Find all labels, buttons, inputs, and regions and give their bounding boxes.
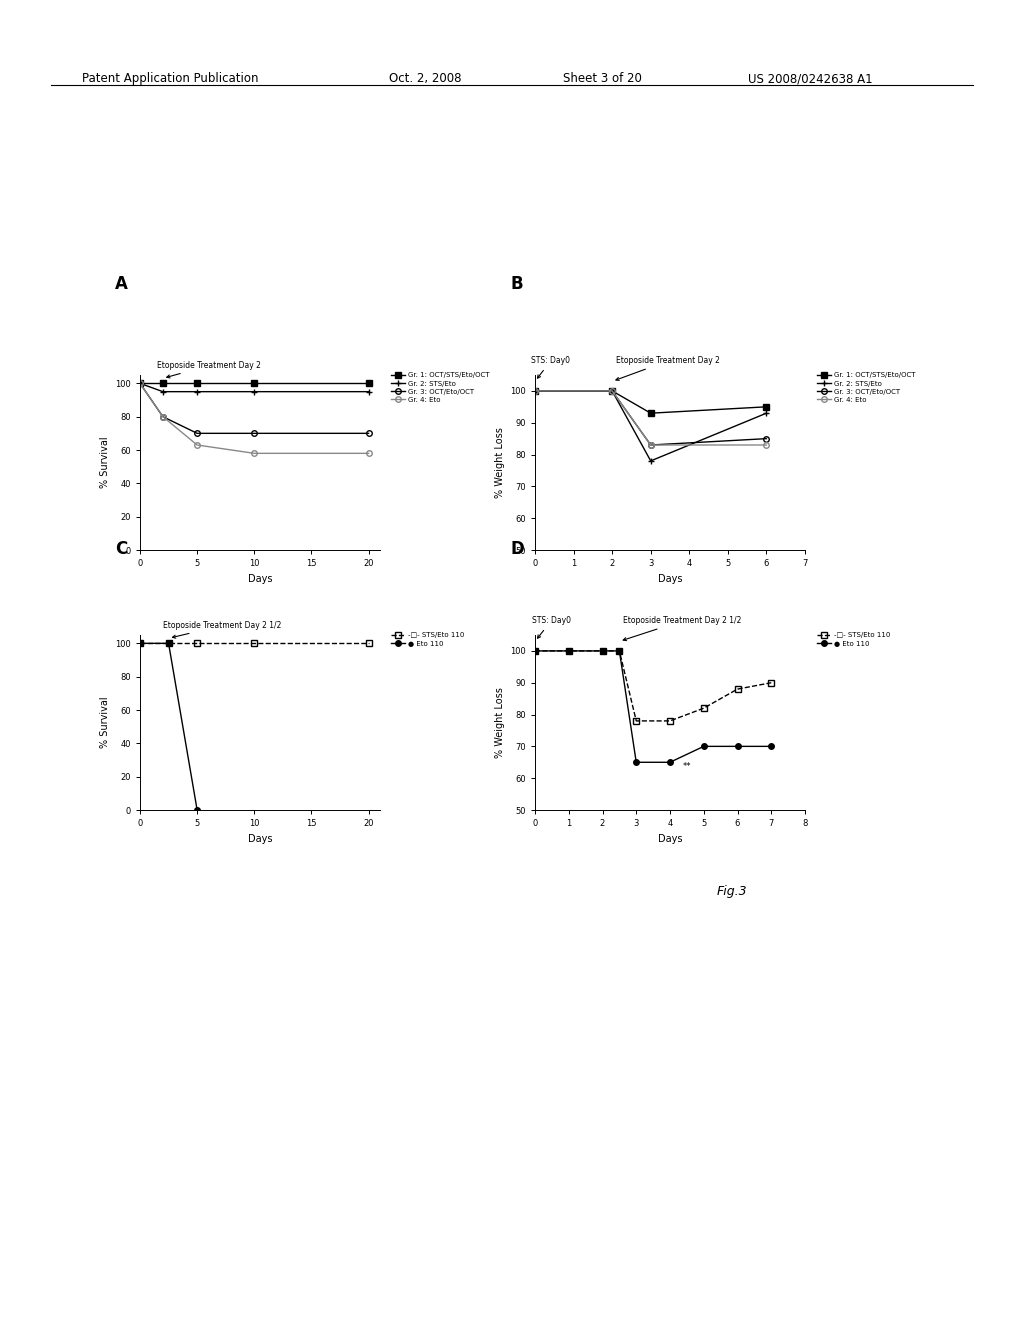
Text: Oct. 2, 2008: Oct. 2, 2008 — [389, 73, 462, 84]
Text: D: D — [510, 540, 523, 558]
Text: A: A — [115, 275, 128, 293]
Text: US 2008/0242638 A1: US 2008/0242638 A1 — [748, 73, 872, 84]
X-axis label: Days: Days — [248, 834, 272, 843]
Text: Etoposide Treatment Day 2: Etoposide Treatment Day 2 — [157, 360, 261, 378]
Text: Etoposide Treatment Day 2 1/2: Etoposide Treatment Day 2 1/2 — [623, 616, 741, 640]
Text: STS: Day0: STS: Day0 — [531, 356, 570, 378]
Text: Sheet 3 of 20: Sheet 3 of 20 — [563, 73, 642, 84]
Text: Etoposide Treatment Day 2: Etoposide Treatment Day 2 — [615, 356, 720, 380]
Text: B: B — [510, 275, 522, 293]
Text: C: C — [115, 540, 127, 558]
X-axis label: Days: Days — [657, 834, 682, 843]
Y-axis label: % Survival: % Survival — [99, 437, 110, 488]
Text: Fig.3: Fig.3 — [717, 884, 748, 898]
Legend: -□- STS/Eto 110, ● Eto 110: -□- STS/Eto 110, ● Eto 110 — [388, 630, 468, 649]
Text: STS: Day0: STS: Day0 — [531, 616, 570, 638]
X-axis label: Days: Days — [248, 574, 272, 583]
Text: Etoposide Treatment Day 2 1/2: Etoposide Treatment Day 2 1/2 — [163, 620, 282, 638]
Legend: Gr. 1: OCT/STS/Eto/OCT, Gr. 2: STS/Eto, Gr. 3: OCT/Eto/OCT, Gr. 4: Eto: Gr. 1: OCT/STS/Eto/OCT, Gr. 2: STS/Eto, … — [388, 370, 493, 405]
X-axis label: Days: Days — [657, 574, 682, 583]
Legend: -□- STS/Eto 110, ● Eto 110: -□- STS/Eto 110, ● Eto 110 — [814, 630, 893, 649]
Y-axis label: % Weight Loss: % Weight Loss — [495, 428, 505, 498]
Y-axis label: % Weight Loss: % Weight Loss — [495, 688, 505, 758]
Text: **: ** — [683, 762, 691, 771]
Legend: Gr. 1: OCT/STS/Eto/OCT, Gr. 2: STS/Eto, Gr. 3: OCT/Eto/OCT, Gr. 4: Eto: Gr. 1: OCT/STS/Eto/OCT, Gr. 2: STS/Eto, … — [814, 370, 919, 405]
Text: Patent Application Publication: Patent Application Publication — [82, 73, 258, 84]
Y-axis label: % Survival: % Survival — [99, 697, 110, 748]
